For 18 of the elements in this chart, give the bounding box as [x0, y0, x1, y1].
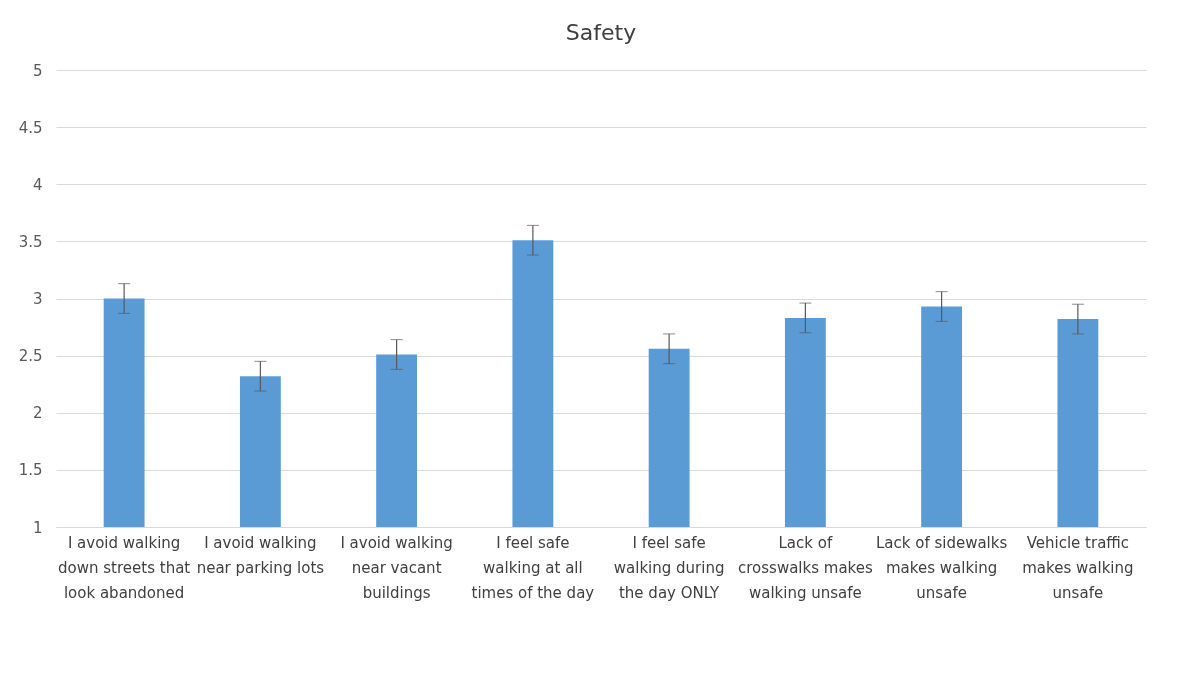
y-tick-label: 2: [32, 404, 43, 423]
y-tick-label: 1: [32, 518, 43, 537]
y-tick-label: 5: [32, 61, 43, 80]
y-tick-label: 3: [32, 290, 43, 308]
x-tick-label: I avoid walking near parking lots: [196, 533, 325, 577]
x-tick-label: I avoid walking near vacant buildings: [340, 533, 453, 602]
x-tick-label: I avoid walking down streets that look abandoned: [58, 533, 191, 602]
x-tick-label: Lack of crosswalks makes walking unsafe: [737, 533, 873, 602]
y-tick-label: 4: [32, 175, 43, 194]
y-tick-label: 4.5: [18, 118, 43, 137]
y-tick-label: 3.5: [18, 232, 43, 251]
x-tick-label: I feel safe walking at all times of the day: [471, 533, 595, 602]
y-tick-label: 1.5: [18, 461, 43, 480]
x-tick-label: Vehicle traffic makes walking unsafe: [1022, 533, 1134, 602]
x-tick-label: Lack of sidewalks makes walking unsafe: [875, 533, 1008, 602]
x-tick-label: I feel safe walking during the day ONLY: [613, 533, 725, 602]
chart-title: Safety: [565, 20, 637, 45]
y-tick-label: 2.5: [18, 347, 43, 366]
